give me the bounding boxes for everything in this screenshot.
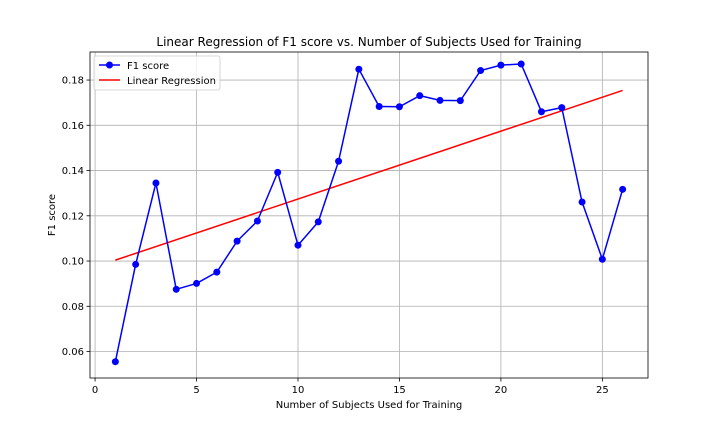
x-tick-label: 25 (596, 385, 609, 396)
f1-score-point (253, 217, 261, 225)
legend-label-f1-score: F1 score (127, 61, 169, 72)
f1-score-point (537, 108, 545, 116)
f1-score-point (619, 185, 627, 193)
x-tick-label: 10 (292, 385, 305, 396)
regression-line-layer (115, 89, 623, 261)
x-tick-label: 0 (92, 385, 98, 396)
f1-score-line (114, 63, 624, 362)
x-tick-label: 20 (495, 385, 508, 396)
y-tick-label: 0.18 (62, 76, 84, 87)
y-tick-label: 0.14 (62, 166, 84, 177)
f1-score-point (111, 358, 119, 366)
y-tick-label: 0.12 (62, 211, 84, 222)
f1-score-point (497, 61, 505, 69)
x-axis-ticks: 0 5 10 15 20 25 (92, 378, 609, 396)
f1-score-point (152, 179, 160, 187)
f1-score-point (233, 237, 241, 245)
f1-score-point (558, 104, 566, 112)
f1-score-point (578, 198, 586, 206)
f1-score-point (132, 260, 140, 268)
plot-frame (89, 51, 649, 379)
f1-score-point (213, 268, 221, 276)
y-axis-ticks: 0.06 0.08 0.10 0.12 0.14 0.16 0.18 (62, 76, 90, 358)
y-tick-label: 0.08 (62, 302, 84, 313)
f1-score-point (314, 218, 322, 226)
f1-score-point (517, 60, 525, 68)
f1-score-point (598, 255, 606, 263)
plot-area (89, 51, 649, 379)
legend: F1 score Linear Regression (93, 55, 221, 91)
f1-score-point (436, 96, 444, 104)
f1-score-point (416, 92, 424, 100)
f1-score-point (335, 157, 343, 165)
f1-score-point (274, 168, 282, 176)
f1-score-point (172, 285, 180, 293)
y-tick-label: 0.06 (62, 347, 84, 358)
x-tick-label: 5 (193, 385, 199, 396)
y-tick-label: 0.10 (62, 257, 84, 268)
f1-score-point (294, 241, 302, 249)
legend-f1-marker-sample (106, 61, 113, 69)
legend-box (93, 55, 221, 91)
y-axis-label: F1 score (47, 194, 58, 236)
y-tick-label: 0.16 (62, 121, 84, 132)
grid-lines (90, 52, 648, 378)
f1-score-point (395, 103, 403, 111)
regression-line (115, 89, 623, 261)
f1-series-layer (111, 60, 627, 366)
f1-score-point (375, 103, 383, 111)
f1-score-point (355, 65, 363, 73)
chart-title: Linear Regression of F1 score vs. Number… (156, 35, 581, 49)
x-axis-label: Number of Subjects Used for Training (276, 400, 463, 411)
legend-label-linear-regression: Linear Regression (127, 76, 216, 87)
f1-score-point (193, 279, 201, 287)
f1-score-point (477, 67, 485, 75)
f1-score-point (456, 97, 464, 105)
x-tick-label: 15 (393, 385, 406, 396)
